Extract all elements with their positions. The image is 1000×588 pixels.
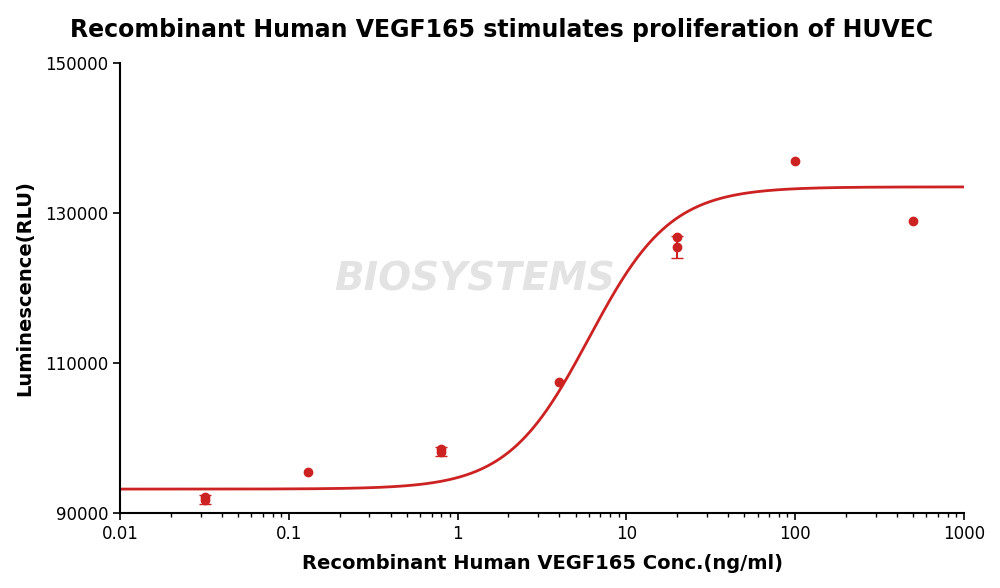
Y-axis label: Luminescence(RLU): Luminescence(RLU)	[15, 180, 34, 396]
Text: BIOSYSTEMS: BIOSYSTEMS	[334, 260, 615, 298]
X-axis label: Recombinant Human VEGF165 Conc.(ng/ml): Recombinant Human VEGF165 Conc.(ng/ml)	[302, 554, 783, 573]
Text: Recombinant Human VEGF165 stimulates proliferation of HUVEC: Recombinant Human VEGF165 stimulates pro…	[70, 18, 933, 42]
